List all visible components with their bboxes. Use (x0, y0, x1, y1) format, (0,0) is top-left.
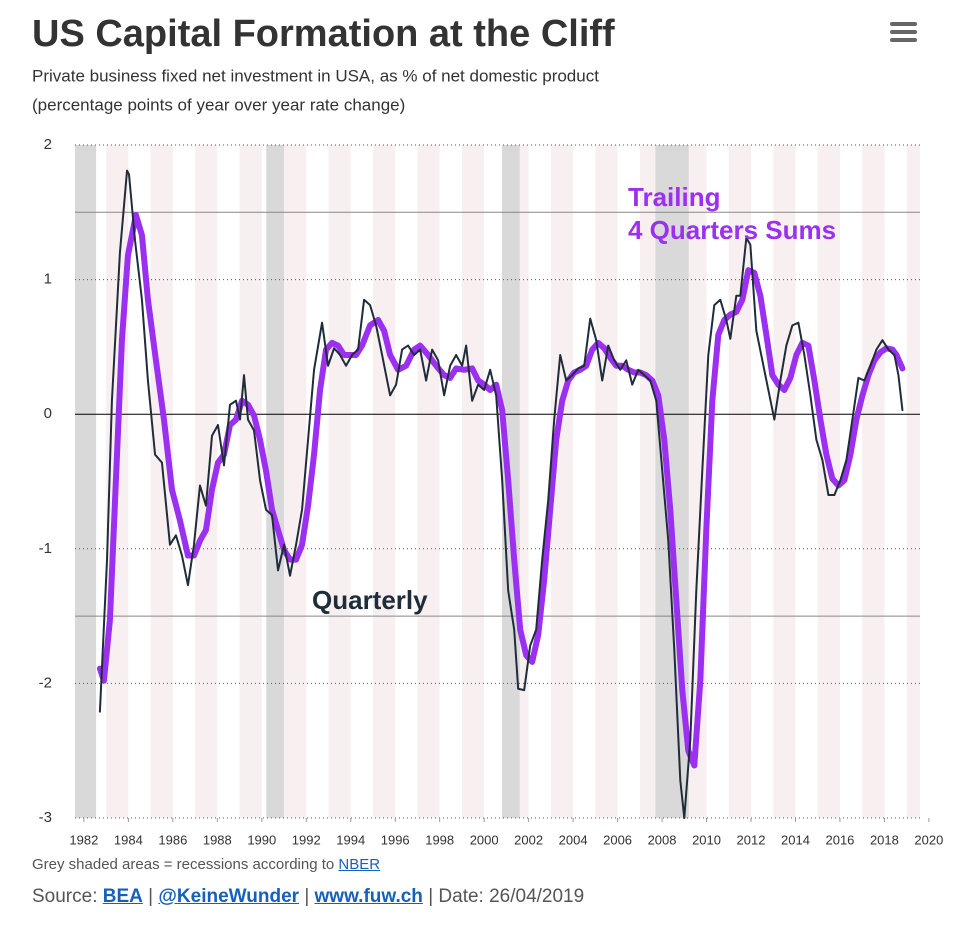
separator: | (304, 886, 310, 907)
annotation: 4 Quarters Sums (628, 215, 836, 245)
footnote: Grey shaded areas = recessions according… (32, 856, 584, 880)
footnote-text: Grey shaded areas = recessions according… (32, 856, 335, 873)
x-tick-label: 2010 (692, 832, 721, 847)
x-tick-label: 1990 (247, 832, 276, 847)
x-tick-label: 2004 (559, 832, 588, 847)
menu-bar[interactable] (890, 22, 917, 26)
chart-subtitle: Private business fixed net investment in… (32, 66, 599, 85)
link[interactable]: NBER (338, 856, 381, 873)
recession-band (266, 145, 285, 818)
link[interactable]: BEA (102, 886, 143, 907)
link[interactable]: @KeineWunder (158, 886, 300, 907)
x-tick-label: 2020 (914, 832, 943, 847)
x-tick-label: 2006 (603, 832, 632, 847)
x-tick-label: 2018 (870, 832, 899, 847)
separator: | (428, 886, 434, 907)
x-tick-label: 1994 (336, 832, 365, 847)
year-band (817, 145, 840, 818)
year-band (150, 145, 173, 818)
y-tick-label: 1 (44, 271, 52, 288)
series-line (98, 169, 904, 819)
y-tick-label: -2 (39, 674, 52, 691)
annotation: Trailing (628, 182, 720, 212)
x-tick-label: 1986 (158, 832, 187, 847)
source-line: Source: BEA | @KeineWunder | www.fuw.ch … (32, 886, 584, 908)
y-tick-label: 2 (44, 136, 52, 153)
menu-bar[interactable] (890, 38, 917, 42)
separator: | (148, 886, 154, 907)
year-band (906, 145, 920, 818)
y-tick-label: -3 (39, 809, 52, 826)
x-tick-label: 1988 (203, 832, 232, 847)
source-label: Source: (32, 886, 98, 907)
year-band (461, 145, 485, 818)
x-tick-label: 1982 (69, 832, 98, 847)
x-tick-label: 2014 (781, 832, 810, 847)
year-band (773, 145, 796, 818)
x-tick-label: 2000 (470, 832, 499, 847)
y-tick-label: -1 (39, 540, 52, 557)
year-band (862, 145, 885, 818)
x-tick-label: 1996 (381, 832, 410, 847)
menu-button[interactable] (890, 22, 917, 42)
x-tick-label: 2016 (825, 832, 854, 847)
date: Date: 26/04/2019 (438, 886, 585, 907)
annotation: Quarterly (312, 585, 428, 615)
x-tick-label: 1984 (114, 832, 143, 847)
y-tick-label: 0 (44, 405, 52, 422)
x-tick-label: 2008 (648, 832, 677, 847)
menu-bar[interactable] (890, 30, 917, 34)
year-band (728, 145, 751, 818)
chart-subtitle: (percentage points of year over year rat… (32, 95, 405, 114)
chart: US Capital Formation at the Cliff Privat… (32, 13, 943, 847)
year-band (239, 145, 262, 818)
x-tick-label: 2002 (514, 832, 543, 847)
year-band (328, 145, 351, 818)
x-tick-label: 2012 (737, 832, 766, 847)
chart-title: US Capital Formation at the Cliff (32, 13, 615, 55)
link[interactable]: www.fuw.ch (314, 886, 423, 907)
recession-band (75, 145, 97, 818)
year-band (195, 145, 218, 818)
x-tick-label: 1992 (292, 832, 321, 847)
plot-area (75, 144, 920, 819)
year-band (372, 145, 396, 818)
footer: Grey shaded areas = recessions according… (32, 856, 584, 908)
year-band (595, 145, 618, 818)
year-band (550, 145, 574, 818)
year-band (284, 145, 307, 818)
year-band (417, 145, 440, 818)
x-tick-label: 1998 (425, 832, 454, 847)
